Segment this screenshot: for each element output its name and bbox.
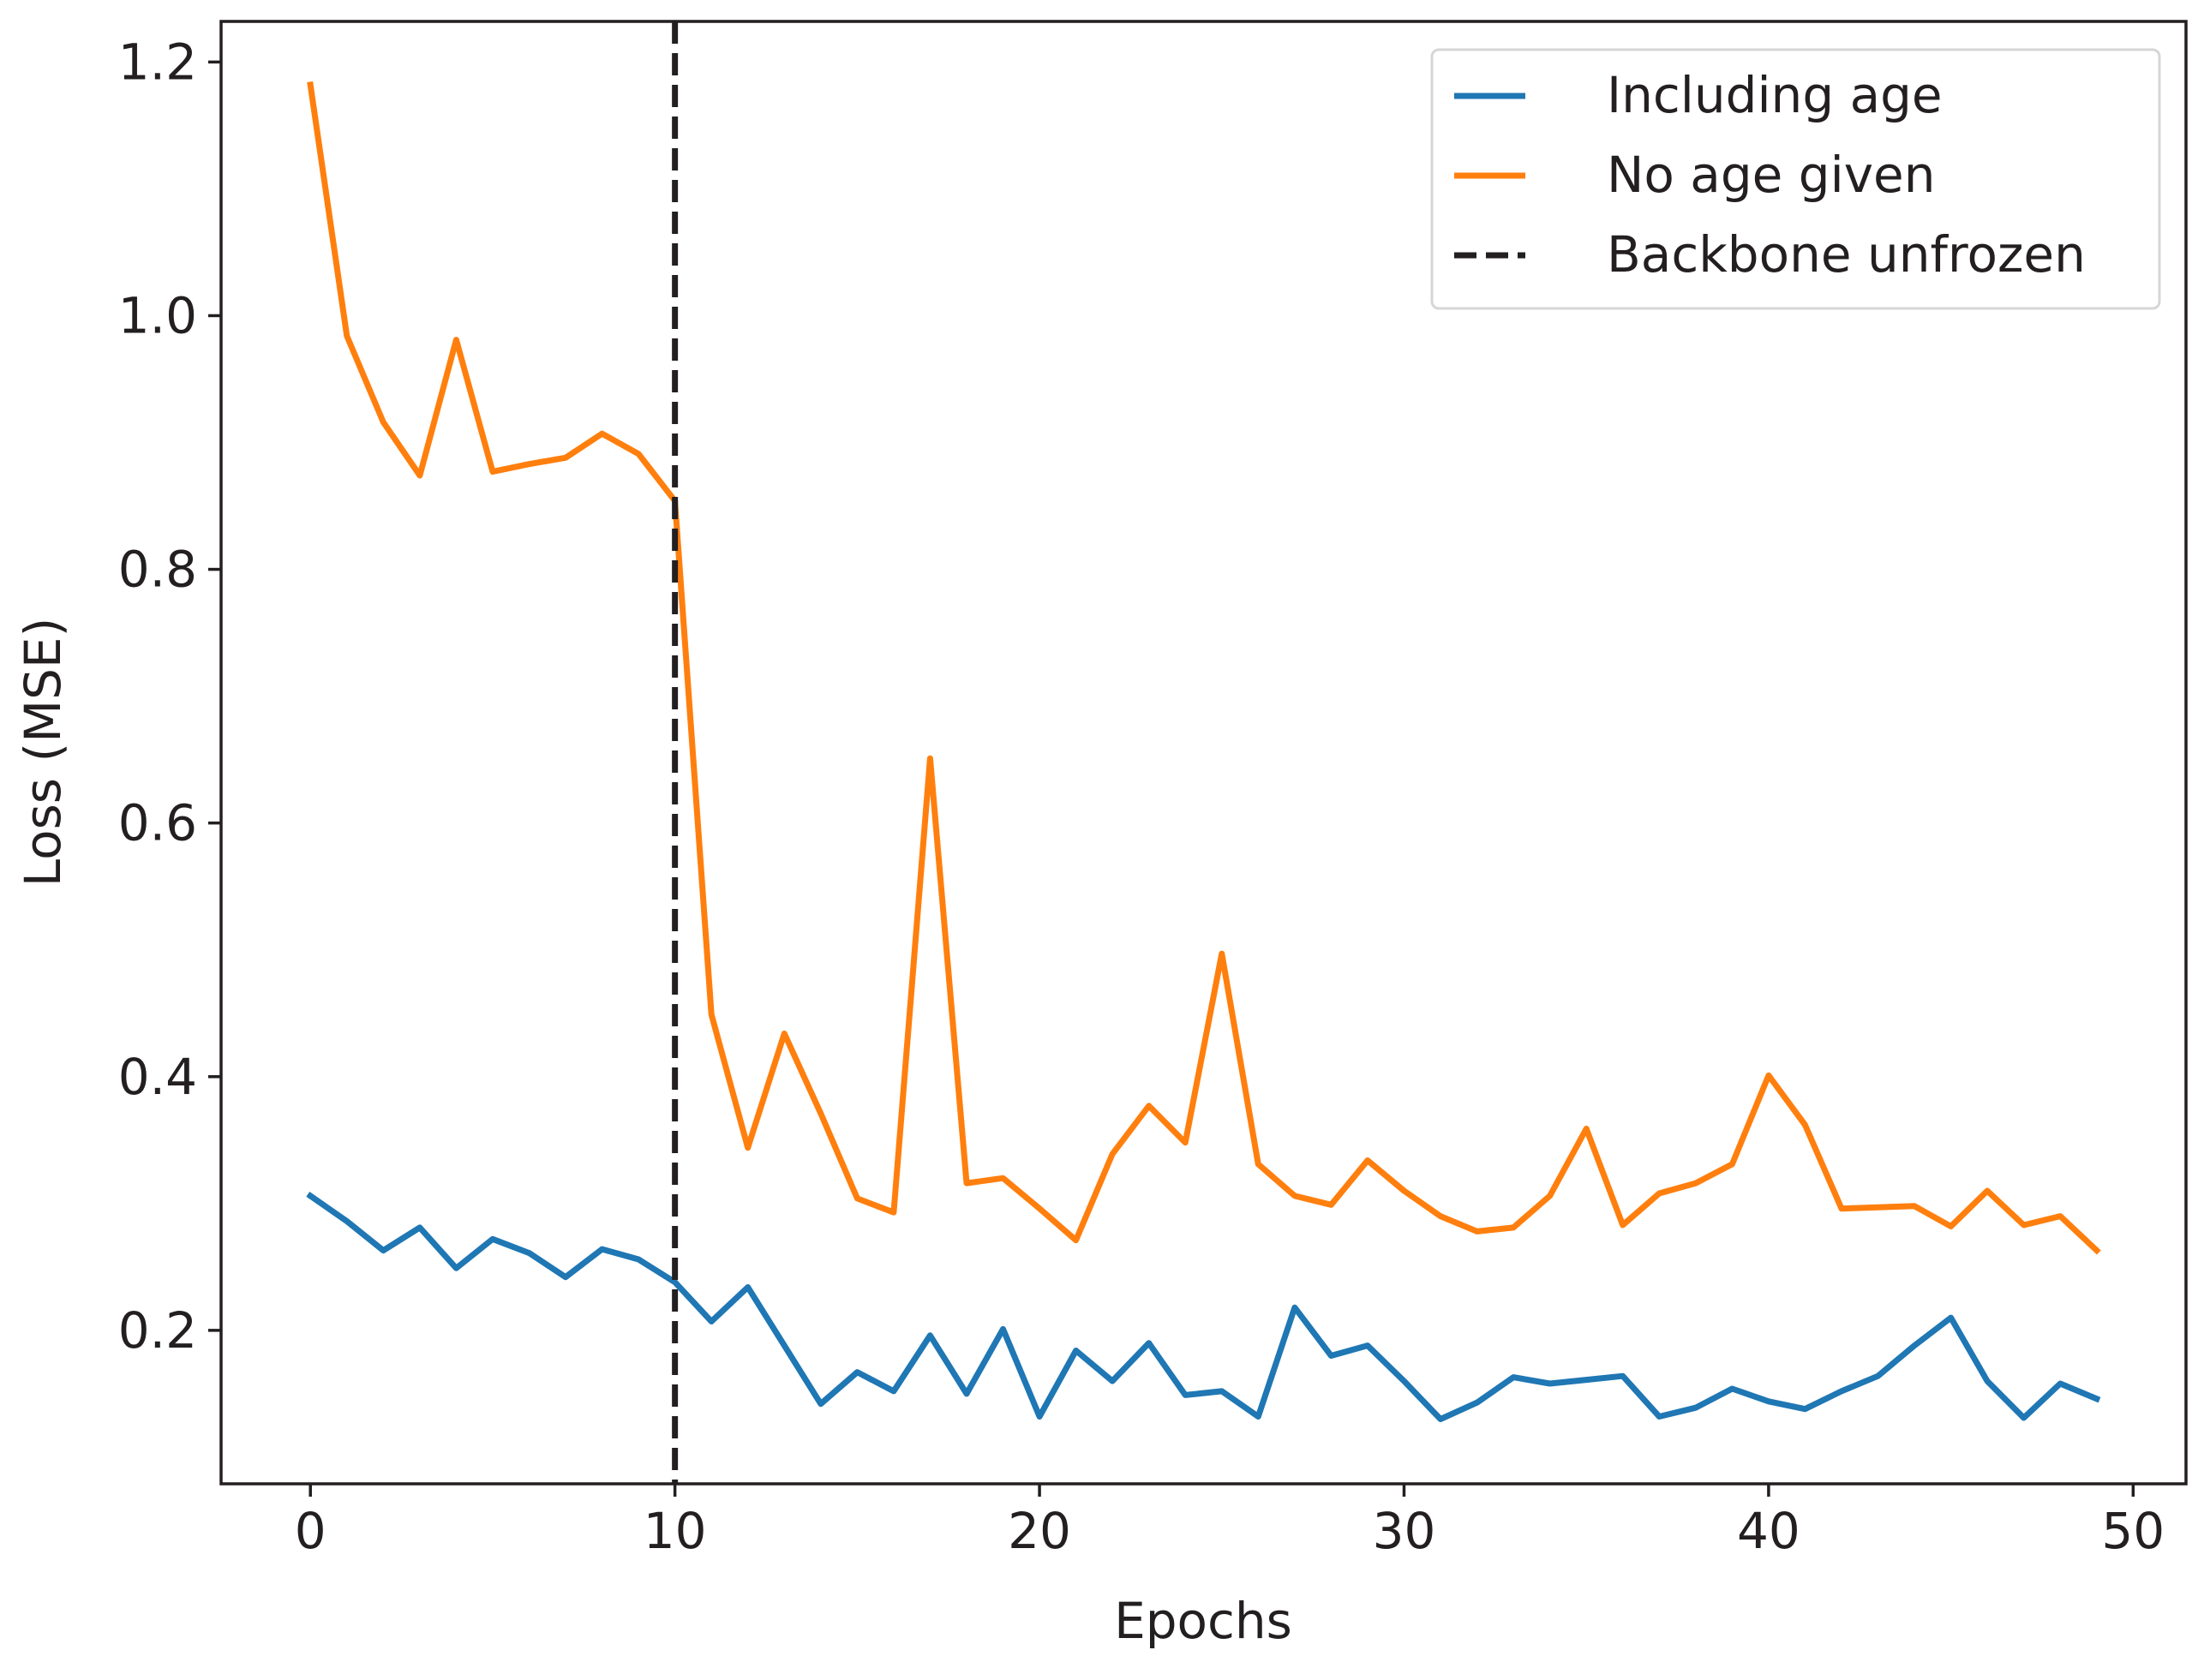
x-tick-label: 20 <box>1008 1502 1071 1560</box>
y-tick-label: 1.0 <box>118 286 197 344</box>
legend-label-including-age: Including age <box>1607 66 1943 124</box>
x-tick-label: 40 <box>1737 1502 1800 1560</box>
y-tick-label: 0.8 <box>118 541 197 599</box>
x-tick-label: 10 <box>644 1502 707 1560</box>
x-tick-label: 30 <box>1373 1502 1436 1560</box>
x-tick-label: 50 <box>2101 1502 2165 1560</box>
legend-label-backbone-unfrozen: Backbone unfrozen <box>1607 225 2086 284</box>
y-axis-label: Loss (MSE) <box>14 618 72 887</box>
y-tick-label: 0.6 <box>118 794 197 852</box>
series-line-no-age-given <box>307 81 2101 1255</box>
series-line-including-age <box>306 1192 2101 1422</box>
y-tick-label: 0.2 <box>118 1301 197 1360</box>
legend-box <box>1430 48 2161 310</box>
legend-label-no-age-given: No age given <box>1607 146 1936 204</box>
legend: Including age No age given Backbone unfr… <box>1430 48 2161 310</box>
axes-frame <box>219 20 2188 1486</box>
x-tick-label: 0 <box>295 1502 326 1560</box>
y-tick-label: 0.4 <box>118 1048 197 1106</box>
x-axis-label: Epochs <box>1114 1592 1292 1650</box>
y-tick-label: 1.2 <box>118 33 197 91</box>
